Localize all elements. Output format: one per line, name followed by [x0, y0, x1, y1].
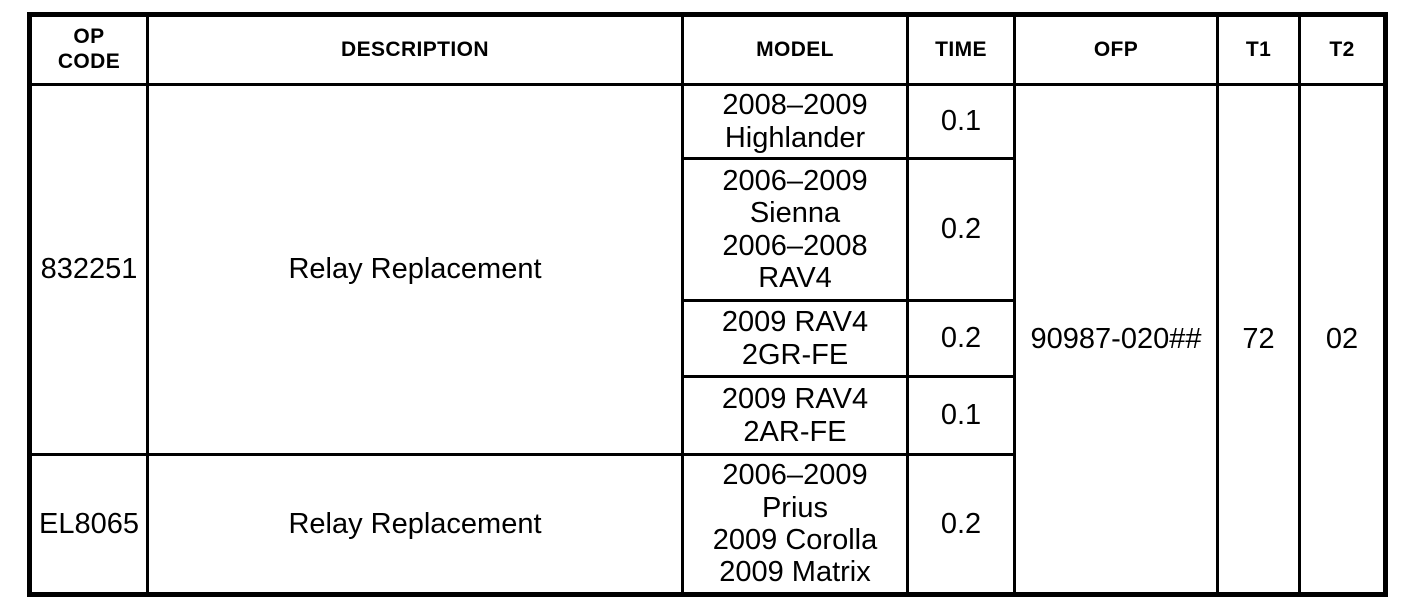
op-code-cell: EL8065 — [28, 453, 149, 596]
table-header-row: OP CODE DESCRIPTION MODEL TIME OFP T1 T2 — [28, 13, 1387, 86]
op-code-labor-table: OP CODE DESCRIPTION MODEL TIME OFP T1 T2… — [27, 12, 1388, 597]
table-row: EL8065 Relay Replacement 2006–2009 Prius… — [28, 453, 1386, 596]
time-cell: 0.2 — [906, 157, 1016, 302]
time-cell: 0.1 — [906, 83, 1016, 160]
model-cell: 2006–2009 Sienna 2006–2008 RAV4 — [681, 157, 909, 302]
header-t2: T2 — [1298, 13, 1387, 86]
t1-cell: 72 — [1216, 83, 1301, 596]
model-cell: 2008–2009 Highlander — [681, 83, 909, 160]
model-cell: 2009 RAV4 2AR-FE — [681, 375, 909, 456]
description-cell: Relay Replacement — [146, 453, 684, 596]
header-description: DESCRIPTION — [146, 13, 684, 86]
t2-cell: 02 — [1298, 83, 1387, 596]
model-cell: 2009 RAV4 2GR-FE — [681, 299, 909, 378]
header-t1: T1 — [1216, 13, 1301, 86]
table-row: 2006–2009 Sienna 2006–2008 RAV4 0.2 — [30, 157, 1386, 302]
time-cell: 0.2 — [906, 453, 1016, 596]
header-ofp: OFP — [1013, 13, 1219, 86]
time-cell: 0.2 — [906, 299, 1016, 378]
header-time: TIME — [906, 13, 1016, 86]
time-cell: 0.1 — [906, 375, 1016, 456]
description-cell: Relay Replacement — [146, 83, 684, 456]
header-op-code: OP CODE — [28, 13, 149, 86]
table-row: 832251 Relay Replacement 2008–2009 Highl… — [28, 83, 1387, 596]
ofp-cell: 90987-020## — [1013, 83, 1219, 596]
table-row: 2009 RAV4 2GR-FE 0.2 — [30, 299, 1386, 378]
op-code-cell: 832251 — [28, 83, 149, 456]
model-cell: 2006–2009 Prius 2009 Corolla 2009 Matrix — [681, 453, 909, 596]
header-model: MODEL — [681, 13, 909, 86]
table-row: 2009 RAV4 2AR-FE 0.1 — [30, 375, 1386, 456]
